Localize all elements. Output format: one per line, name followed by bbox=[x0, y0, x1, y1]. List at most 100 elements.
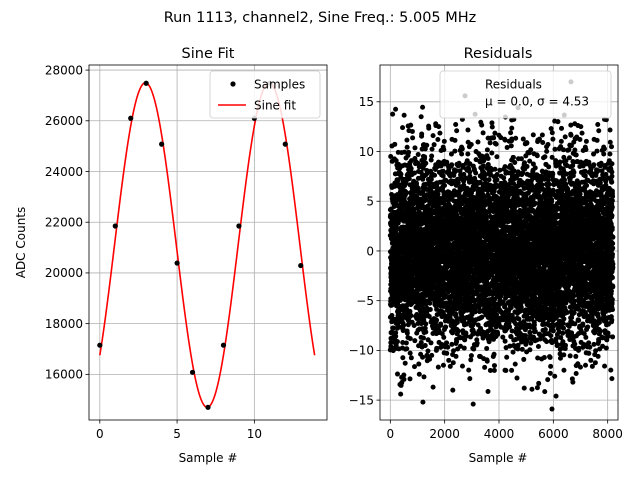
residual-point bbox=[418, 340, 424, 346]
residual-point bbox=[508, 130, 514, 136]
residual-point bbox=[484, 345, 490, 351]
residual-point bbox=[409, 300, 415, 306]
residual-point bbox=[484, 147, 490, 153]
residual-point bbox=[431, 142, 437, 148]
residual-point bbox=[489, 124, 495, 130]
residual-point bbox=[401, 112, 407, 118]
residual-point bbox=[467, 376, 473, 382]
residual-point bbox=[519, 346, 525, 352]
residual-point bbox=[504, 354, 510, 360]
residual-point bbox=[509, 367, 515, 373]
residual-point bbox=[444, 350, 450, 356]
residual-point bbox=[423, 160, 429, 166]
residual-point bbox=[419, 308, 425, 314]
sine-fit-xtick-label: 5 bbox=[173, 427, 181, 441]
residual-point bbox=[491, 363, 497, 369]
residual-point bbox=[513, 135, 519, 141]
residual-point bbox=[392, 141, 398, 147]
legend-samples-marker bbox=[230, 81, 236, 87]
residual-point bbox=[484, 358, 490, 364]
residual-point bbox=[401, 376, 407, 382]
sample-point bbox=[298, 262, 304, 269]
residual-point bbox=[454, 319, 460, 325]
residual-point bbox=[430, 133, 436, 139]
residual-point bbox=[408, 313, 414, 319]
residual-point bbox=[415, 152, 421, 158]
residual-point bbox=[407, 336, 413, 342]
residual-point bbox=[492, 166, 498, 172]
residual-point bbox=[486, 177, 492, 183]
residual-point bbox=[416, 361, 422, 367]
residual-point bbox=[465, 127, 471, 133]
residuals-panel: Residuals 0 2000 4000 6000 8000−15−10−505101… bbox=[349, 46, 623, 465]
residual-point bbox=[429, 153, 435, 159]
residual-point bbox=[407, 350, 413, 356]
residual-point bbox=[394, 339, 400, 345]
residual-point bbox=[408, 165, 414, 171]
residual-point bbox=[521, 356, 527, 362]
residual-point bbox=[406, 149, 412, 155]
residual-point bbox=[439, 331, 445, 337]
residual-point bbox=[403, 340, 409, 346]
residual-point bbox=[400, 355, 406, 361]
residual-point bbox=[485, 155, 491, 161]
residual-point bbox=[440, 168, 446, 174]
sine-fit-xtick-label: 10 bbox=[247, 427, 262, 441]
residual-point bbox=[495, 331, 501, 337]
residual-point bbox=[447, 363, 453, 369]
residual-point bbox=[391, 325, 397, 331]
residual-point bbox=[501, 175, 507, 181]
residual-point bbox=[426, 313, 432, 319]
residual-point bbox=[427, 307, 433, 313]
residual-point bbox=[485, 389, 491, 395]
residual-point bbox=[502, 164, 508, 170]
residual-point bbox=[388, 340, 394, 346]
residual-point bbox=[451, 192, 457, 198]
residual-point bbox=[450, 360, 456, 366]
residual-point bbox=[503, 368, 509, 374]
residual-point bbox=[411, 322, 417, 328]
residual-point bbox=[459, 151, 465, 157]
residual-point bbox=[422, 343, 428, 349]
residual-point bbox=[437, 130, 443, 136]
sine-fit-axes-frame bbox=[88, 64, 328, 421]
residual-point bbox=[412, 364, 417, 370]
residual-point bbox=[393, 158, 399, 164]
residual-point bbox=[451, 348, 457, 354]
residual-point bbox=[468, 141, 474, 147]
residual-point bbox=[442, 182, 447, 188]
residual-point bbox=[401, 322, 407, 328]
residual-point bbox=[389, 329, 395, 335]
residual-point bbox=[388, 154, 394, 159]
sine-fit-ylabel: ADC Counts bbox=[14, 207, 28, 279]
residual-point bbox=[435, 364, 441, 370]
sine-fit-panel: Sine Fit 0 5 10160001800020000220002400026… bbox=[14, 46, 328, 465]
residual-point bbox=[421, 335, 427, 341]
residual-point bbox=[447, 314, 453, 320]
residual-point bbox=[402, 149, 408, 155]
sine-fit-line bbox=[99, 81, 316, 409]
residual-point bbox=[446, 357, 452, 363]
sample-point bbox=[282, 141, 288, 147]
residual-point bbox=[482, 364, 488, 370]
legend-sine-fit-label: Sine fit bbox=[254, 99, 296, 113]
residual-point bbox=[404, 330, 410, 336]
residual-point bbox=[412, 145, 418, 151]
residual-point bbox=[487, 140, 493, 146]
residual-point bbox=[454, 128, 460, 134]
residual-point bbox=[466, 367, 472, 373]
residual-point bbox=[393, 106, 399, 112]
residual-point bbox=[398, 171, 404, 177]
sine-fit-xlabel: Sample # bbox=[179, 451, 238, 465]
sine-fit-xtick-label: 0 bbox=[96, 427, 104, 441]
residual-point bbox=[423, 196, 429, 202]
residual-point bbox=[418, 114, 424, 120]
residual-point bbox=[449, 162, 455, 168]
sample-point bbox=[205, 404, 211, 410]
residual-point bbox=[471, 346, 477, 352]
residual-point bbox=[459, 146, 465, 152]
sample-point bbox=[112, 223, 118, 229]
residual-point bbox=[508, 143, 514, 149]
residual-point bbox=[432, 172, 438, 178]
